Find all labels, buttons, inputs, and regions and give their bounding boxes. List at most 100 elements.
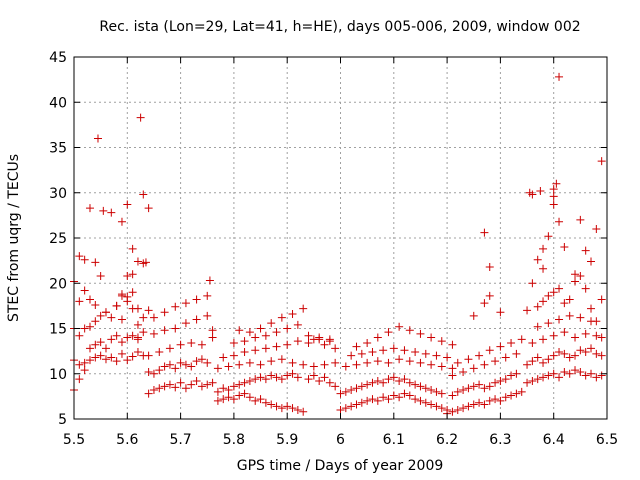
- data-point: [475, 398, 484, 407]
- data-point: [261, 375, 270, 384]
- data-point: [256, 373, 265, 382]
- data-point: [208, 326, 217, 335]
- y-tick-label: 20: [49, 276, 67, 292]
- data-point: [480, 228, 489, 237]
- data-point: [560, 367, 569, 376]
- data-point: [400, 375, 409, 384]
- data-point: [571, 270, 580, 279]
- data-point: [549, 369, 558, 378]
- data-point: [363, 396, 372, 405]
- data-point: [581, 371, 590, 380]
- data-point: [256, 395, 265, 404]
- data-point: [331, 358, 340, 367]
- data-point: [373, 357, 382, 366]
- data-point: [485, 396, 494, 405]
- data-point: [576, 346, 585, 355]
- data-point: [160, 326, 169, 335]
- data-point: [379, 378, 388, 387]
- data-point: [592, 349, 601, 358]
- data-point: [427, 400, 436, 409]
- axis-ticks: [73, 56, 608, 420]
- data-point: [176, 378, 185, 387]
- data-point: [85, 344, 94, 353]
- y-tick-label: 45: [49, 50, 67, 66]
- data-point: [91, 300, 100, 309]
- x-tick-label: 5.8: [223, 432, 245, 448]
- data-point: [176, 340, 185, 349]
- data-point: [80, 366, 89, 375]
- data-point: [117, 349, 126, 358]
- data-point: [272, 342, 281, 351]
- data-point: [136, 113, 145, 122]
- data-point: [288, 369, 297, 378]
- x-axis-label: GPS time / Days of year 2009: [237, 458, 444, 474]
- data-point: [123, 333, 132, 342]
- data-point: [453, 358, 462, 367]
- data-point: [597, 351, 606, 360]
- data-point: [549, 288, 558, 297]
- data-point: [549, 200, 558, 209]
- data-point: [229, 338, 238, 347]
- data-point: [272, 402, 281, 411]
- data-point: [363, 338, 372, 347]
- data-point: [357, 398, 366, 407]
- data-point: [117, 338, 126, 347]
- data-point: [192, 376, 201, 385]
- data-point: [325, 378, 334, 387]
- data-point: [336, 405, 345, 414]
- y-tick-labels: 5 10 15 20 25 30 35 40 45: [49, 50, 67, 428]
- data-point: [533, 375, 542, 384]
- data-point: [549, 331, 558, 340]
- data-point: [235, 360, 244, 369]
- data-point: [213, 396, 222, 405]
- data-point: [347, 386, 356, 395]
- data-point: [240, 389, 249, 398]
- data-point: [149, 329, 158, 338]
- data-point: [555, 373, 564, 382]
- data-point: [171, 302, 180, 311]
- data-point: [536, 186, 545, 195]
- x-tick-label: 5.5: [63, 432, 85, 448]
- data-point: [325, 335, 334, 344]
- data-point: [405, 391, 414, 400]
- data-point: [544, 355, 553, 364]
- data-point: [155, 348, 164, 357]
- data-point: [416, 329, 425, 338]
- data-point: [101, 308, 110, 317]
- data-point: [405, 326, 414, 335]
- data-point: [427, 333, 436, 342]
- data-point: [96, 311, 105, 320]
- data-point: [251, 346, 260, 355]
- data-point: [437, 389, 446, 398]
- data-point: [75, 297, 84, 306]
- data-point: [320, 373, 329, 382]
- data-point: [480, 400, 489, 409]
- data-point: [373, 376, 382, 385]
- data-point: [411, 348, 420, 357]
- data-point: [155, 384, 164, 393]
- data-point: [80, 286, 89, 295]
- data-point: [192, 295, 201, 304]
- data-point: [304, 331, 313, 340]
- data-point: [523, 378, 532, 387]
- data-point: [512, 349, 521, 358]
- data-point: [91, 258, 100, 267]
- data-point: [576, 367, 585, 376]
- data-point: [587, 344, 596, 353]
- data-point: [539, 358, 548, 367]
- data-point: [448, 364, 457, 373]
- data-point: [277, 355, 286, 364]
- data-point: [448, 340, 457, 349]
- data-point: [379, 393, 388, 402]
- data-point: [512, 389, 521, 398]
- data-point: [256, 360, 265, 369]
- data-point: [384, 375, 393, 384]
- data-point: [128, 331, 137, 340]
- data-point: [203, 358, 212, 367]
- data-point: [192, 315, 201, 324]
- data-point: [75, 252, 84, 261]
- data-point: [165, 360, 174, 369]
- data-point: [464, 355, 473, 364]
- data-point: [229, 395, 238, 404]
- data-point: [469, 400, 478, 409]
